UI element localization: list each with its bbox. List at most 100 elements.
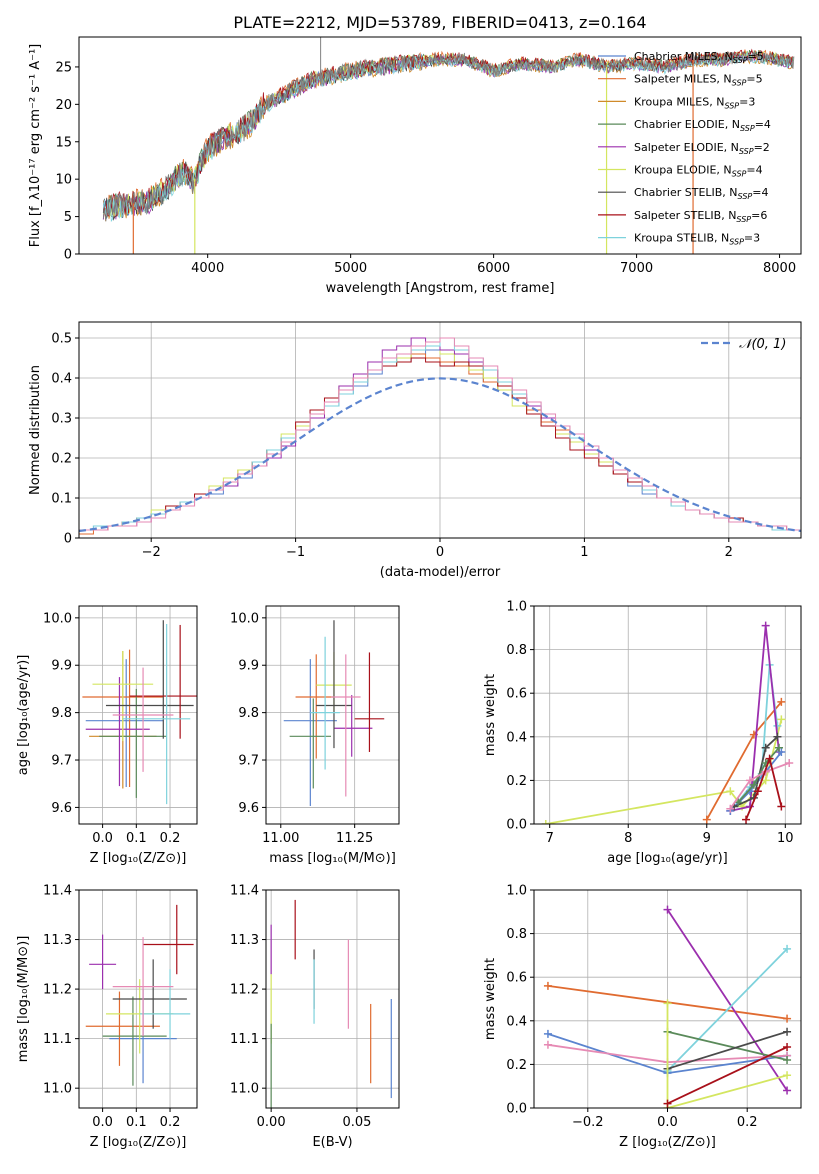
chart-mass_vs_Z: 0.0 0.1 0.2 11.0 11.1 11.2 11.3 11.4 Z [log₁₀(Z/… (16, 884, 198, 1150)
errorbar-point (112, 667, 174, 772)
errorbar-point (89, 934, 117, 990)
errorbar-point (105, 979, 174, 1054)
residual-histogram (79, 337, 801, 538)
y-tick-label: 10 (55, 173, 72, 188)
y-tick-label: 9.6 (238, 801, 259, 816)
errorbar-point (331, 654, 361, 797)
weight-marker (543, 981, 552, 990)
errorbar-point (354, 652, 385, 752)
y-tick-label: 0.0 (506, 1102, 527, 1117)
x-tick-label: 0.0 (657, 1115, 678, 1130)
x-axis-label: (data-model)/error (380, 565, 501, 580)
x-axis-label: wavelength [Angstrom, rest frame] (326, 281, 555, 296)
y-tick-label: 10.0 (230, 611, 259, 626)
legend-entry: Salpeter ELODIE, NSSP=2 (634, 141, 770, 156)
x-tick-label: 11.25 (336, 831, 373, 846)
weight-marker (761, 621, 770, 630)
plot-area (541, 621, 794, 824)
weight-marker (543, 1029, 552, 1038)
errorbar-point (112, 959, 187, 1029)
x-tick-label: 0.2 (160, 1115, 181, 1130)
legend-entry: 𝒩(0, 1) (739, 337, 786, 352)
weight-marker (753, 787, 762, 796)
y-tick-label: 0.2 (506, 1058, 527, 1073)
chart-age_vs_Z: 0.0 0.1 0.2 9.6 9.7 9.8 9.9 10.0 Z [log₁₀(Z/Z⊙)]… (16, 605, 198, 866)
x-axis-label: Z [log₁₀(Z/Z⊙)] (90, 851, 187, 866)
errorbar-point (102, 996, 167, 1086)
errorbar-point (333, 695, 373, 757)
weight-marker (745, 776, 754, 785)
y-tick-label: 9.9 (238, 659, 259, 674)
weight-marker (761, 776, 770, 785)
y-tick-label: 9.6 (51, 801, 72, 816)
errorbar-point (85, 991, 160, 1066)
weight-marker (777, 715, 786, 724)
errorbar-point (85, 659, 164, 788)
errorbar-point (295, 654, 334, 759)
weight-line (745, 755, 783, 820)
y-tick-label: 9.7 (51, 754, 72, 769)
y-tick-label: 0.8 (506, 643, 527, 658)
plot-area (270, 899, 392, 1108)
y-tick-label: 0.6 (506, 687, 527, 702)
y-tick-label: 0.4 (506, 730, 527, 745)
y-tick-label: 0.6 (506, 971, 527, 986)
y-tick-label: 0 (64, 248, 72, 263)
x-tick-label: 2 (725, 545, 733, 560)
y-tick-label: 11.1 (43, 1032, 72, 1047)
y-tick-label: 10.0 (43, 611, 72, 626)
chart-weight_vs_age: 7 8 9 10 0.0 0.2 0.4 0.6 0.8 1.0 age [log₁₀(age/yr… (483, 600, 802, 866)
y-axis-label: age [log₁₀(age/yr)] (16, 655, 31, 776)
y-tick-label: 15 (55, 135, 72, 150)
legend-entry: Chabrier ELODIE, NSSP=4 (634, 118, 771, 133)
figure-title: PLATE=2212, MJD=53789, FIBERID=0413, z=0… (233, 13, 646, 32)
axes-frame (265, 889, 400, 1109)
y-tick-label: 0 (64, 532, 72, 547)
plot-area (283, 620, 385, 806)
y-tick-label: 11.4 (43, 884, 72, 899)
errorbar-point (289, 698, 332, 789)
y-tick-label: 11.2 (230, 983, 259, 998)
y-tick-label: 11.0 (43, 1082, 72, 1097)
y-tick-label: 11.1 (230, 1032, 259, 1047)
y-tick-label: 0.8 (506, 927, 527, 942)
weight-line (737, 747, 780, 803)
weight-marker (783, 1042, 792, 1051)
weight-marker (742, 815, 751, 824)
legend-entry: Chabrier STELIB, NSSP=4 (634, 186, 768, 201)
y-tick-label: 0.0 (506, 818, 527, 833)
chart-weight_vs_Z: −0.2 0.0 0.2 0.0 0.2 0.4 0.6 0.8 1.0 Z [log₁₀(Z/Z… (483, 884, 802, 1150)
x-tick-label: 6000 (477, 261, 510, 276)
y-axis-label: Flux [f_λ10⁻¹⁷ erg cm⁻² s⁻¹ A⁻¹] (28, 44, 43, 248)
weight-marker (702, 815, 711, 824)
y-tick-label: 25 (55, 60, 72, 75)
weight-marker (765, 754, 774, 763)
weight-marker (783, 944, 792, 953)
y-tick-label: 0.3 (51, 412, 72, 427)
axes-frame (78, 36, 802, 255)
legend-entry: Kroupa STELIB, NSSP=3 (634, 232, 760, 247)
y-tick-label: 9.8 (238, 706, 259, 721)
x-tick-label: 0.0 (92, 1115, 113, 1130)
weight-marker (785, 758, 794, 767)
y-tick-label: 0.1 (51, 492, 72, 507)
y-tick-label: 11.2 (43, 983, 72, 998)
normal-reference-curve (79, 377, 801, 533)
weight-marker (726, 804, 735, 813)
x-tick-label: 5000 (334, 261, 367, 276)
weight-marker (775, 743, 784, 752)
spectrum-legend: Chabrier MILES, NSSP=5 Salpeter MILES, NS… (598, 50, 771, 247)
errorbar-point (139, 969, 191, 1039)
y-axis-label: Normed distribution (28, 365, 43, 495)
plot-area (79, 337, 801, 538)
weight-line (730, 625, 780, 812)
x-tick-label: 0.2 (737, 1115, 758, 1130)
chart-residuals: −2 −1 0 1 2 0 0.1 0.2 0.3 0.4 0.5 (data-model)/erro… (28, 321, 802, 580)
weight-marker (783, 1014, 792, 1023)
weight-marker (783, 1086, 792, 1095)
weight-marker (663, 999, 672, 1008)
plot-area (85, 904, 194, 1086)
y-tick-label: 20 (55, 98, 72, 113)
x-axis-label: E(B-V) (312, 1135, 352, 1150)
